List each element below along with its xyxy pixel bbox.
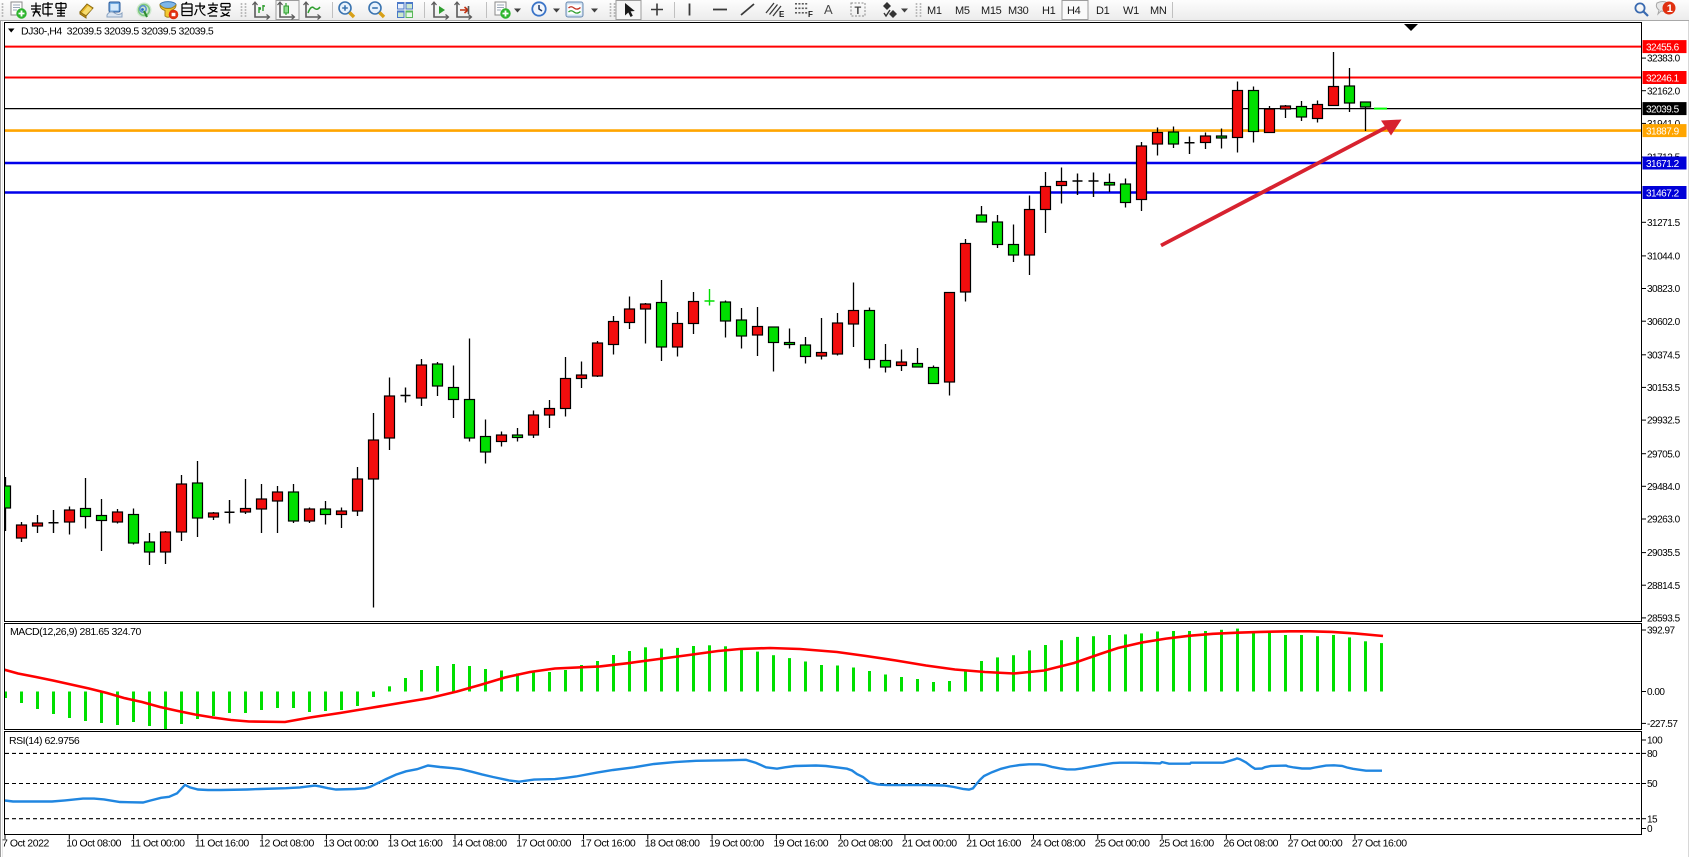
svg-text:29705.0: 29705.0: [1647, 449, 1681, 460]
svg-text:A: A: [824, 2, 833, 17]
svg-text:M5: M5: [955, 5, 970, 17]
svg-text:21 Oct 00:00: 21 Oct 00:00: [902, 838, 957, 850]
svg-text:32039.5: 32039.5: [1646, 104, 1680, 115]
svg-text:31044.0: 31044.0: [1647, 252, 1681, 263]
svg-text:31467.2: 31467.2: [1646, 188, 1680, 199]
svg-text:30374.5: 30374.5: [1647, 350, 1681, 361]
svg-text:100: 100: [1647, 736, 1663, 747]
svg-text:-227.57: -227.57: [1647, 719, 1678, 730]
svg-text:27 Oct 00:00: 27 Oct 00:00: [1288, 838, 1343, 850]
svg-text:32246.1: 32246.1: [1646, 73, 1680, 84]
svg-text:0.00: 0.00: [1647, 687, 1665, 698]
svg-text:50: 50: [1647, 779, 1658, 790]
svg-text:13 Oct 00:00: 13 Oct 00:00: [323, 838, 378, 850]
svg-text:E: E: [779, 10, 785, 19]
svg-text:7 Oct 2022: 7 Oct 2022: [2, 838, 49, 850]
svg-text:32455.6: 32455.6: [1646, 42, 1680, 53]
svg-text:F: F: [808, 10, 813, 19]
svg-text:25 Oct 16:00: 25 Oct 16:00: [1159, 838, 1214, 850]
svg-text:14 Oct 08:00: 14 Oct 08:00: [452, 838, 507, 850]
svg-text:29932.5: 29932.5: [1647, 416, 1681, 427]
svg-text:17 Oct 00:00: 17 Oct 00:00: [516, 838, 571, 850]
svg-text:26 Oct 08:00: 26 Oct 08:00: [1223, 838, 1278, 850]
svg-text:M15: M15: [981, 5, 1002, 17]
svg-text:31887.9: 31887.9: [1646, 126, 1680, 137]
svg-text:13 Oct 16:00: 13 Oct 16:00: [388, 838, 443, 850]
svg-text:10 Oct 08:00: 10 Oct 08:00: [66, 838, 121, 850]
svg-text:31671.2: 31671.2: [1646, 159, 1680, 170]
svg-text:24 Oct 08:00: 24 Oct 08:00: [1030, 838, 1085, 850]
svg-text:D1: D1: [1096, 5, 1110, 17]
svg-text:15: 15: [1647, 814, 1658, 825]
svg-text:30823.0: 30823.0: [1647, 284, 1681, 295]
svg-text:M30: M30: [1008, 5, 1029, 17]
svg-text:1: 1: [1667, 3, 1673, 15]
svg-text:H4: H4: [1067, 5, 1081, 17]
svg-text:32162.0: 32162.0: [1647, 86, 1681, 97]
svg-text:19 Oct 16:00: 19 Oct 16:00: [773, 838, 828, 850]
svg-text:W1: W1: [1123, 5, 1139, 17]
svg-text:12 Oct 08:00: 12 Oct 08:00: [259, 838, 314, 850]
svg-text:18 Oct 08:00: 18 Oct 08:00: [645, 838, 700, 850]
svg-text:30153.5: 30153.5: [1647, 383, 1681, 394]
svg-text:30602.0: 30602.0: [1647, 317, 1681, 328]
svg-text:H1: H1: [1042, 5, 1056, 17]
svg-text:20 Oct 08:00: 20 Oct 08:00: [838, 838, 893, 850]
svg-text:MACD(12,26,9) 281.65 324.70: MACD(12,26,9) 281.65 324.70: [10, 626, 141, 638]
svg-text:25 Oct 00:00: 25 Oct 00:00: [1095, 838, 1150, 850]
svg-text:28814.5: 28814.5: [1647, 581, 1681, 592]
svg-text:21 Oct 16:00: 21 Oct 16:00: [966, 838, 1021, 850]
svg-text:27 Oct 16:00: 27 Oct 16:00: [1352, 838, 1407, 850]
svg-text:MN: MN: [1150, 5, 1167, 17]
svg-text:17 Oct 16:00: 17 Oct 16:00: [581, 838, 636, 850]
svg-text:392.97: 392.97: [1647, 626, 1676, 637]
svg-text:T: T: [855, 5, 862, 17]
svg-text:29035.5: 29035.5: [1647, 548, 1681, 559]
svg-text:29484.0: 29484.0: [1647, 482, 1681, 493]
svg-text:28593.5: 28593.5: [1647, 614, 1681, 625]
svg-text:M1: M1: [927, 5, 942, 17]
svg-text:11 Oct 00:00: 11 Oct 00:00: [131, 838, 186, 850]
svg-text:11 Oct 16:00: 11 Oct 16:00: [195, 838, 250, 850]
svg-text:31271.5: 31271.5: [1647, 218, 1681, 229]
svg-text:29263.0: 29263.0: [1647, 515, 1681, 526]
svg-text:32383.0: 32383.0: [1647, 54, 1681, 65]
svg-text:19 Oct 00:00: 19 Oct 00:00: [709, 838, 764, 850]
svg-text:RSI(14) 62.9756: RSI(14) 62.9756: [9, 735, 80, 747]
svg-text:80: 80: [1647, 749, 1658, 760]
svg-text:DJ30-,H4 32039.5 32039.5 3203: DJ30-,H4 32039.5 32039.5 32039.5 32039.5: [21, 26, 214, 38]
svg-text:0: 0: [1647, 824, 1653, 835]
